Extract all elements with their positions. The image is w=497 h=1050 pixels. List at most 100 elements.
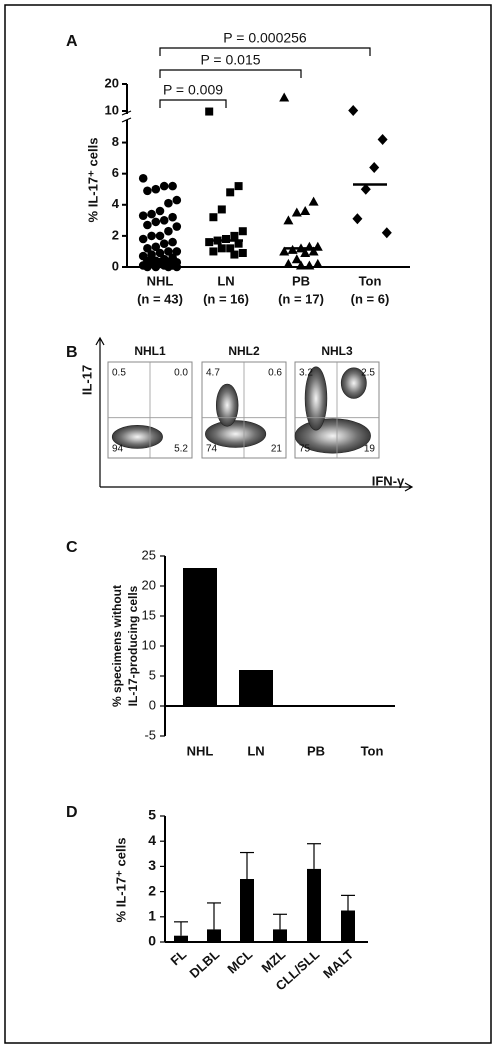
- y-tick-label: 20: [105, 75, 119, 90]
- dot: [209, 247, 218, 256]
- dot: [283, 215, 294, 225]
- y-tick-label: 10: [105, 102, 119, 117]
- dot: [168, 237, 177, 247]
- y-tick-label: 5: [149, 667, 156, 682]
- quadrant-value: 19: [364, 444, 376, 455]
- dot: [164, 262, 173, 272]
- y-tick-label: 0: [149, 697, 156, 712]
- p-value-label: P = 0.009: [163, 82, 223, 98]
- dot: [138, 234, 148, 244]
- dot: [143, 186, 152, 196]
- dot: [155, 206, 165, 216]
- dot: [172, 222, 182, 231]
- dot: [147, 209, 156, 219]
- axis-arrow: [100, 482, 414, 492]
- dot: [168, 212, 177, 222]
- quadrant-value: 0.6: [268, 368, 282, 379]
- dot: [155, 231, 165, 241]
- y-tick-label: 20: [142, 577, 156, 592]
- panel-label: A: [66, 33, 78, 50]
- x-tick-label: MCL: [224, 947, 255, 977]
- y-tick-label: 8: [112, 134, 119, 149]
- dot: [230, 250, 239, 259]
- dot: [238, 249, 247, 257]
- axis-break: [121, 110, 132, 116]
- y-axis-label: % IL-17⁺ cells: [113, 838, 128, 923]
- x-tick-label: PB: [307, 743, 325, 758]
- bar: [239, 670, 273, 706]
- bar: [307, 868, 321, 942]
- dot: [279, 92, 290, 102]
- x-tick-label: MALT: [320, 947, 356, 982]
- dot: [151, 184, 161, 194]
- dot: [159, 181, 169, 191]
- dot: [300, 248, 311, 257]
- dot: [205, 107, 214, 116]
- quadrant-value: 0.5: [112, 368, 126, 379]
- x-tick-label: Ton: [361, 743, 384, 758]
- x-axis-label: IFN-γ: [372, 473, 405, 488]
- y-tick-label: 25: [142, 547, 156, 562]
- dot: [143, 220, 152, 230]
- bar: [273, 929, 287, 942]
- x-tick-label: PB: [292, 273, 310, 288]
- dot: [308, 196, 319, 206]
- dot: [164, 198, 173, 208]
- bar: [183, 568, 217, 706]
- dot: [209, 213, 218, 222]
- dot: [217, 244, 226, 253]
- plot-title: NHL3: [321, 344, 353, 358]
- dot: [234, 239, 243, 248]
- dot: [381, 227, 392, 239]
- dot: [151, 217, 161, 227]
- dot: [304, 260, 315, 270]
- dot: [172, 195, 182, 205]
- y-tick-label: 0: [148, 933, 156, 949]
- y-axis-label: % specimens without: [110, 585, 124, 707]
- dot: [147, 231, 156, 241]
- panel-label: B: [66, 344, 78, 361]
- x-tick-label: FL: [167, 947, 189, 969]
- y-tick-label: 4: [112, 196, 120, 211]
- dot: [352, 213, 363, 225]
- dot: [291, 207, 302, 217]
- dot: [234, 182, 243, 191]
- quadrant-value: 0.0: [174, 368, 188, 379]
- y-tick-label: 3: [148, 857, 156, 873]
- dot: [151, 242, 161, 252]
- dot: [138, 174, 148, 183]
- x-tick-label: LN: [247, 743, 264, 758]
- x-tick-label: Ton: [359, 273, 382, 288]
- dot: [222, 235, 230, 243]
- y-tick-label: 15: [142, 607, 156, 622]
- bar: [240, 879, 254, 942]
- y-tick-label: 4: [148, 832, 156, 848]
- population-contour: [205, 420, 267, 448]
- dot: [279, 246, 290, 256]
- dot: [377, 133, 388, 145]
- dot: [230, 231, 239, 240]
- p-value-bracket: [159, 47, 371, 56]
- y-axis-label: IL-17: [79, 365, 94, 395]
- y-tick-label: 0: [112, 258, 119, 273]
- y-tick-label: -5: [144, 727, 156, 742]
- dot: [296, 260, 306, 270]
- plot-title: NHL2: [228, 344, 260, 358]
- dot: [164, 226, 173, 236]
- panel-label: D: [66, 804, 78, 821]
- dot: [138, 211, 148, 220]
- axis-break: [121, 117, 132, 123]
- n-label: (n = 6): [351, 291, 390, 306]
- dot: [151, 262, 161, 272]
- dot: [155, 248, 165, 258]
- dot: [283, 258, 294, 268]
- quadrant-value: 21: [271, 444, 283, 455]
- bar: [355, 705, 389, 707]
- y-axis-label: % IL-17⁺ cells: [85, 138, 100, 223]
- y-tick-label: 5: [148, 807, 156, 823]
- bar: [207, 929, 221, 942]
- dot: [172, 262, 182, 272]
- dot: [238, 227, 247, 236]
- x-tick-label: NHL: [147, 273, 174, 288]
